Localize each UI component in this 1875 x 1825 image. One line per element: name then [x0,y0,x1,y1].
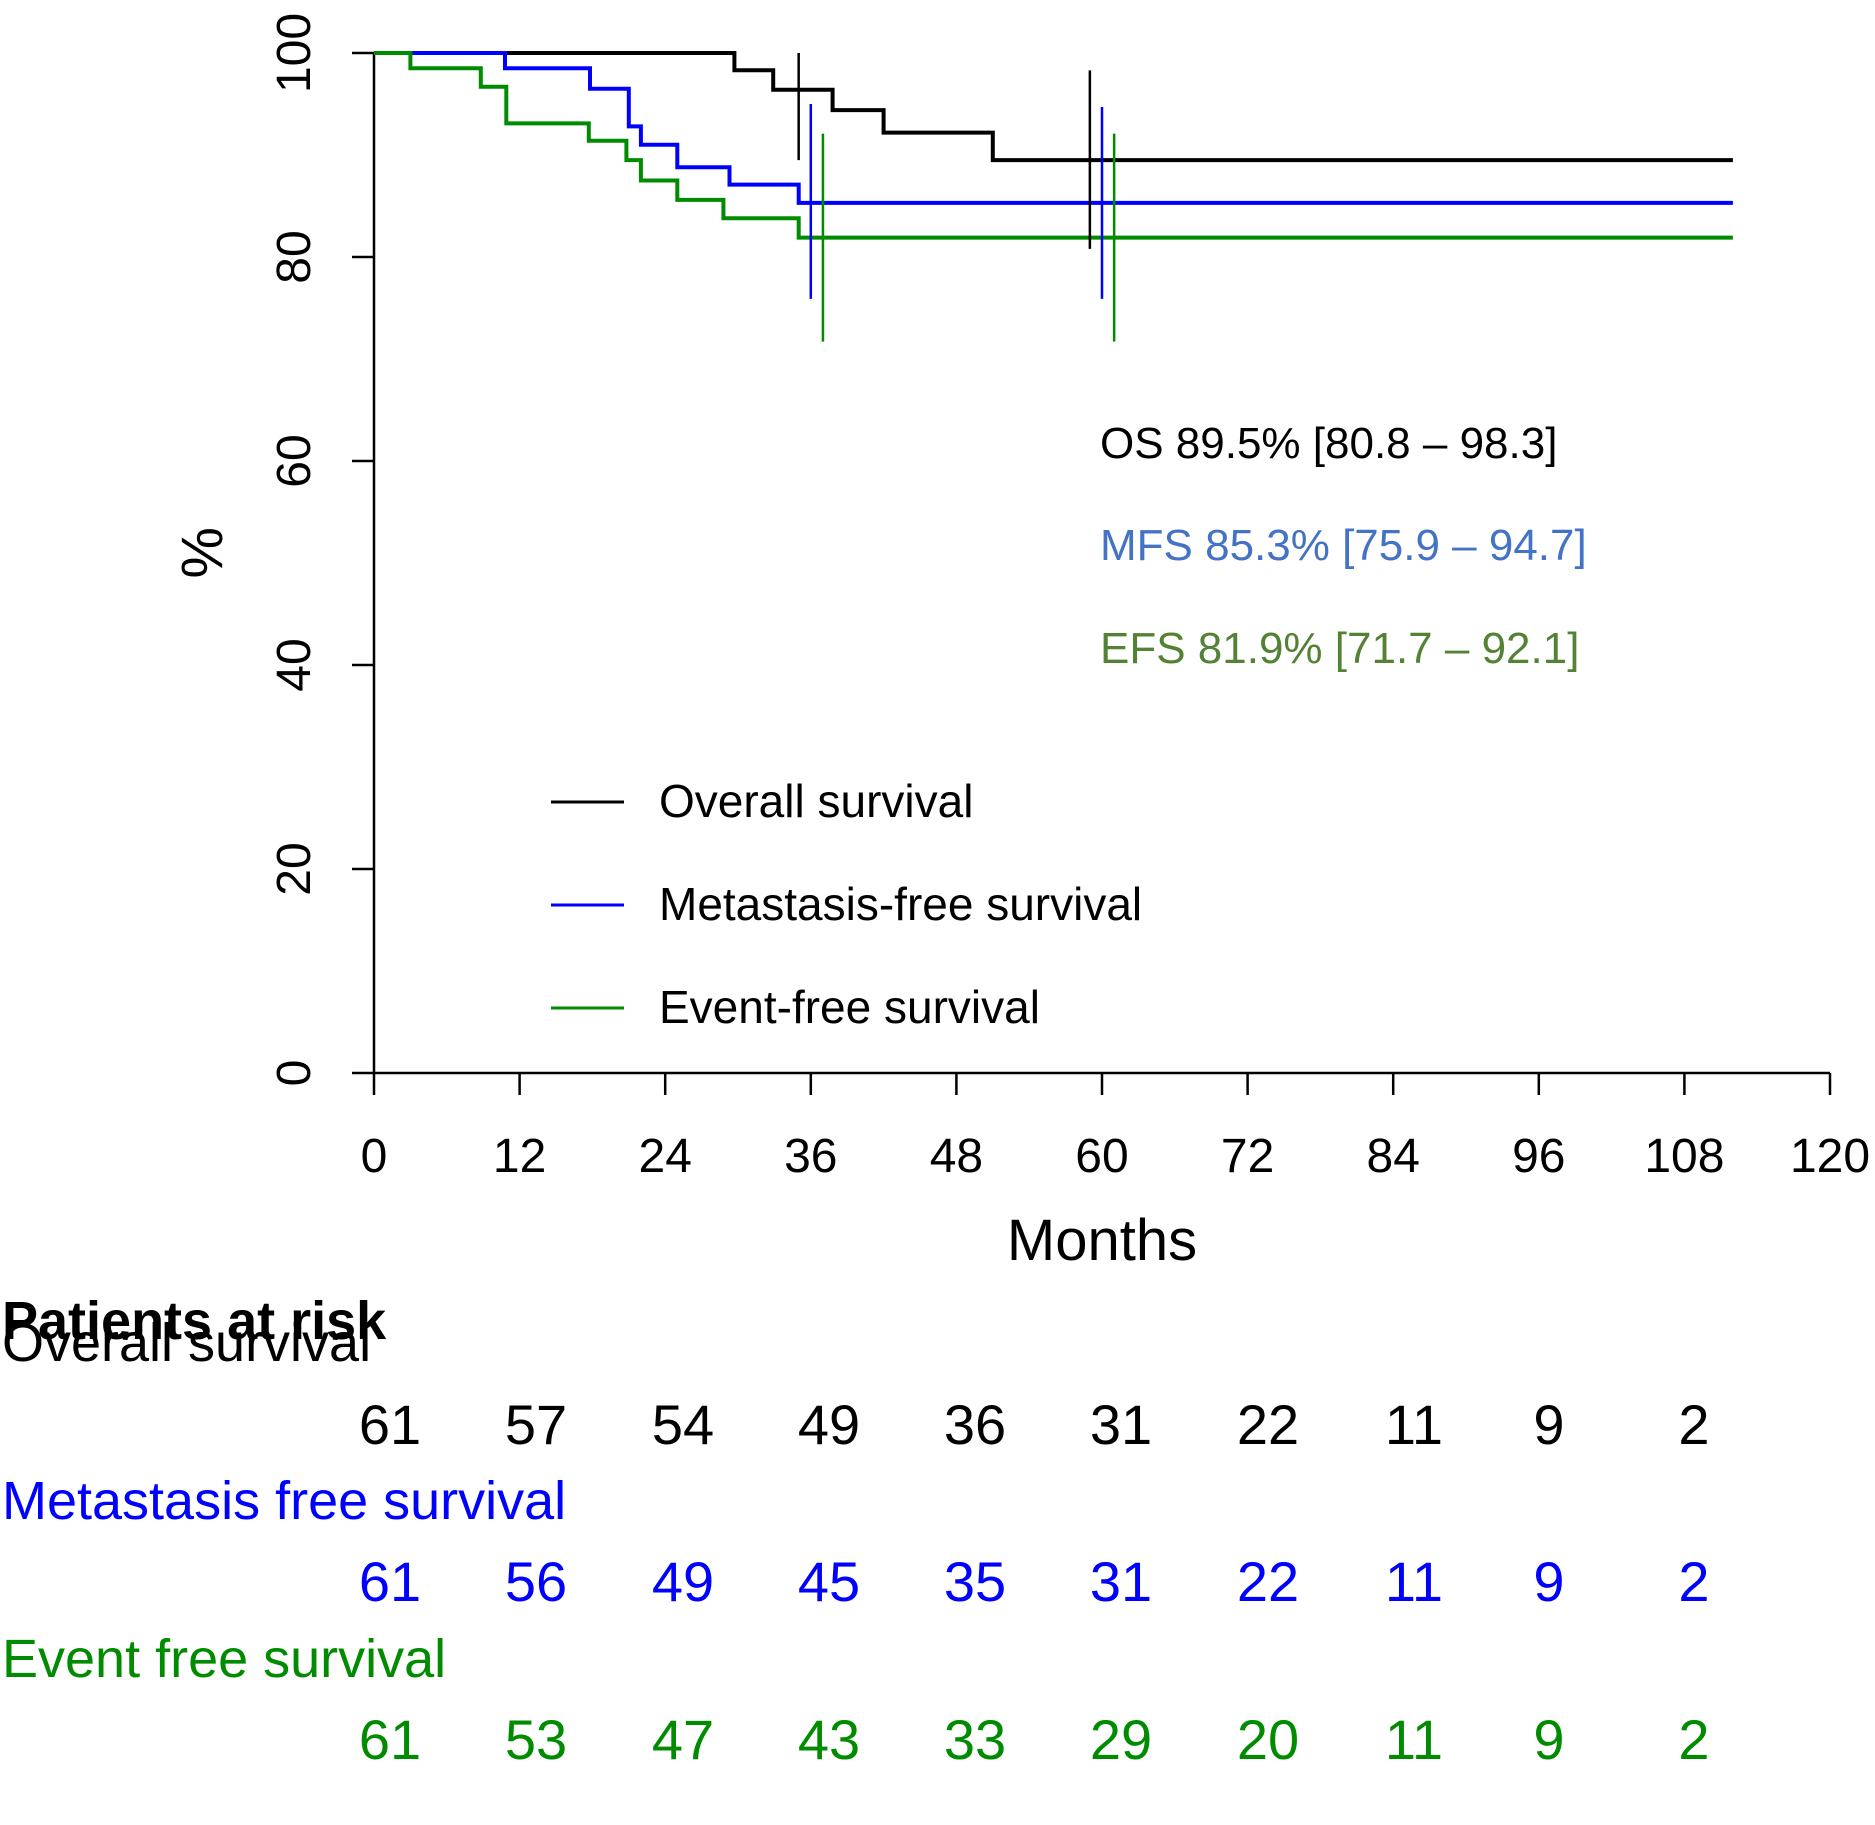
estimate-annotation: EFS 81.9% [71.7 – 92.1] [1100,624,1579,673]
risk-count: 9 [1533,1550,1565,1613]
survival-curve [374,51,1733,163]
risk-count: 54 [651,1393,715,1456]
y-tick-label: 80 [268,230,321,283]
y-tick-label: 60 [268,434,321,487]
risk-count: 2 [1678,1708,1710,1771]
y-axis-label: % [170,527,235,579]
risk-count: 35 [943,1550,1007,1613]
confidence-interval-bars [797,53,1116,342]
estimate-annotations: OS 89.5% [80.8 – 98.3] MFS 85.3% [75.9 – … [1100,419,1587,673]
risk-count: 45 [797,1550,861,1613]
legend-label: Event-free survival [659,981,1040,1033]
x-tick-label: 24 [639,1130,692,1183]
axes: 0 12 24 36 48 60 72 84 96 108 120 0 20 40 60 80 100 Month… [170,13,1870,1273]
risk-count: 31 [1089,1393,1153,1456]
risk-count: 22 [1236,1393,1300,1456]
x-tick-label: 12 [493,1130,546,1183]
risk-count: 49 [797,1393,861,1456]
x-tick-label: 48 [930,1130,983,1183]
risk-count: 22 [1236,1550,1300,1613]
risk-row-label: Overall survival [2,1313,372,1373]
risk-count: 61 [358,1550,422,1613]
estimate-annotation: OS 89.5% [80.8 – 98.3] [1100,419,1557,468]
x-tick-label: 96 [1512,1130,1565,1183]
x-tick-label: 72 [1221,1130,1274,1183]
risk-count: 9 [1533,1393,1565,1456]
y-tick-label: 20 [268,842,321,895]
x-tick-label: 120 [1790,1130,1870,1183]
y-tick-label: 0 [268,1060,321,1087]
risk-count: 49 [651,1550,715,1613]
estimate-annotation: MFS 85.3% [75.9 – 94.7] [1100,521,1587,570]
risk-count: 53 [504,1708,568,1771]
risk-count: 2 [1678,1550,1710,1613]
risk-count: 57 [504,1393,568,1456]
legend-label: Metastasis-free survival [659,878,1142,930]
risk-count: 56 [504,1550,568,1613]
risk-count: 11 [1384,1393,1444,1456]
survival-curve [374,51,1733,240]
legend-label: Overall survival [659,775,973,827]
survival-curves [374,51,1733,240]
risk-count: 11 [1384,1708,1444,1771]
risk-count: 61 [358,1393,422,1456]
risk-table-title: Patients at risk [2,1291,387,1351]
risk-count: 31 [1089,1550,1153,1613]
legend: Overall survival Metastasis-free survival… [551,775,1142,1033]
y-tick-label: 40 [268,638,321,691]
survival-curve [374,51,1733,205]
risk-row-label: Event free survival [2,1629,447,1689]
x-axis-label: Months [1007,1208,1197,1273]
x-tick-label: 0 [361,1130,388,1183]
risk-count: 47 [651,1708,715,1771]
x-tick-label: 108 [1644,1130,1724,1183]
risk-count: 9 [1533,1708,1565,1771]
risk-count: 29 [1089,1708,1153,1771]
risk-row-label: Metastasis free survival [2,1471,567,1531]
risk-count: 33 [943,1708,1007,1771]
risk-count: 43 [797,1708,861,1771]
x-tick-label: 36 [784,1130,837,1183]
risk-count: 36 [943,1393,1007,1456]
x-tick-label: 84 [1367,1130,1420,1183]
risk-count: 11 [1384,1550,1444,1613]
risk-count: 20 [1236,1708,1300,1771]
risk-count: 2 [1678,1393,1710,1456]
x-tick-label: 60 [1075,1130,1128,1183]
y-tick-label: 100 [268,13,321,93]
risk-count: 61 [358,1708,422,1771]
